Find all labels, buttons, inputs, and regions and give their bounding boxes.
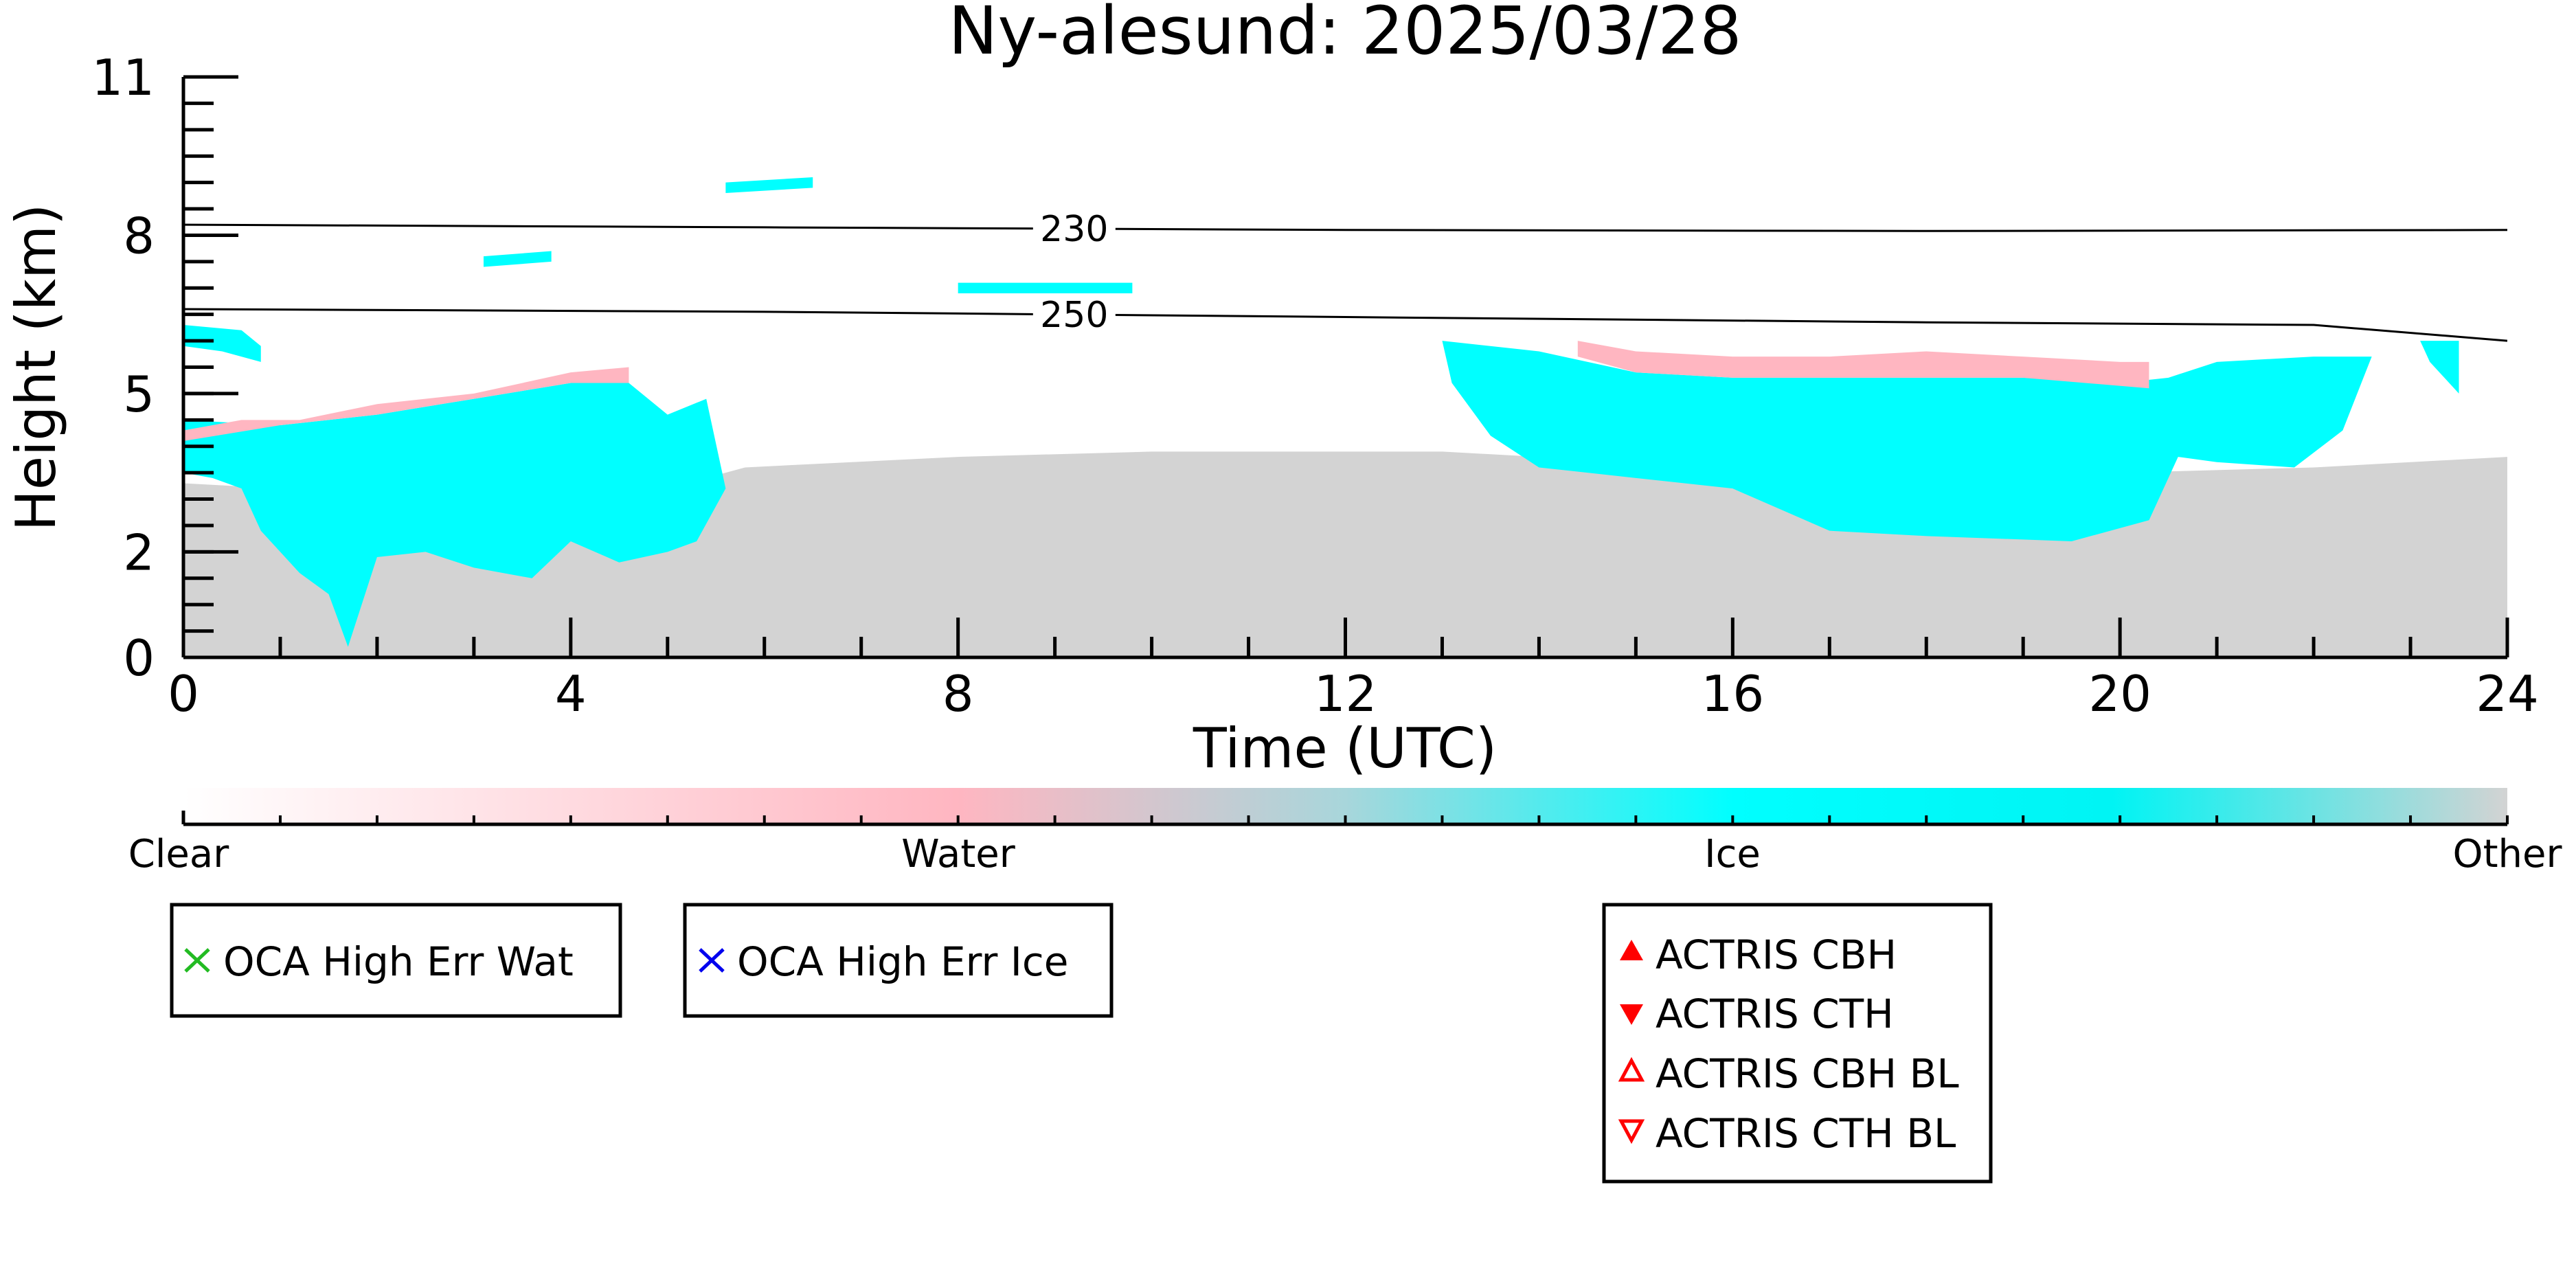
isotherm-230	[183, 225, 2507, 231]
legend-label: OCA High Err Ice	[737, 938, 1068, 985]
x-axis-label: Time (UTC)	[1193, 716, 1497, 780]
x-tick-label: 20	[2088, 665, 2151, 723]
y-axis-label: Height (km)	[4, 204, 68, 532]
x-tick-label: 0	[168, 665, 199, 723]
region-ice	[484, 251, 552, 267]
x-tick-label: 12	[1314, 665, 1377, 723]
region-ice	[2420, 341, 2459, 394]
region-ice	[183, 325, 261, 362]
legend-label: ACTRIS CBH	[1656, 931, 1897, 978]
colorbar-label-clear: Clear	[128, 832, 229, 877]
y-tick-label: 5	[123, 365, 155, 423]
isotherm-lines: 230 250	[183, 208, 2507, 341]
colorbar-label-water: Water	[901, 832, 1016, 877]
region-ice	[725, 177, 813, 193]
y-tick-label: 11	[91, 49, 155, 106]
region-ice	[958, 283, 1133, 293]
x-tick-label: 16	[1702, 665, 1765, 723]
legend-actris: ACTRIS CBH ACTRIS CTH ACTRIS CBH BL ACTR…	[1604, 905, 1991, 1182]
y-tick-label: 2	[123, 523, 155, 581]
colorbar-label-other: Other	[2452, 832, 2562, 877]
colorbar-label-ice: Ice	[1704, 832, 1761, 877]
legend-oca-water: OCA High Err Wat	[172, 905, 620, 1016]
x-tick-label: 4	[555, 665, 587, 723]
chart-title: Ny-alesund: 2025/03/28	[949, 0, 1742, 69]
isotherm-label-250: 250	[1040, 295, 1108, 336]
y-tick-label: 0	[123, 629, 155, 687]
classification-regions	[183, 177, 2507, 657]
legend-label: OCA High Err Wat	[223, 938, 574, 985]
x-tick-label: 24	[2476, 665, 2539, 723]
y-tick-label: 8	[123, 207, 155, 264]
legend-label: ACTRIS CTH BL	[1656, 1110, 1956, 1157]
x-tick-label: 8	[942, 665, 974, 723]
legend-label: ACTRIS CTH	[1656, 991, 1894, 1037]
isotherm-label-230: 230	[1040, 209, 1108, 250]
legend-oca-ice: OCA High Err Ice	[685, 905, 1111, 1016]
isotherm-250	[183, 309, 2507, 341]
legend-label: ACTRIS CBH BL	[1656, 1050, 1959, 1097]
